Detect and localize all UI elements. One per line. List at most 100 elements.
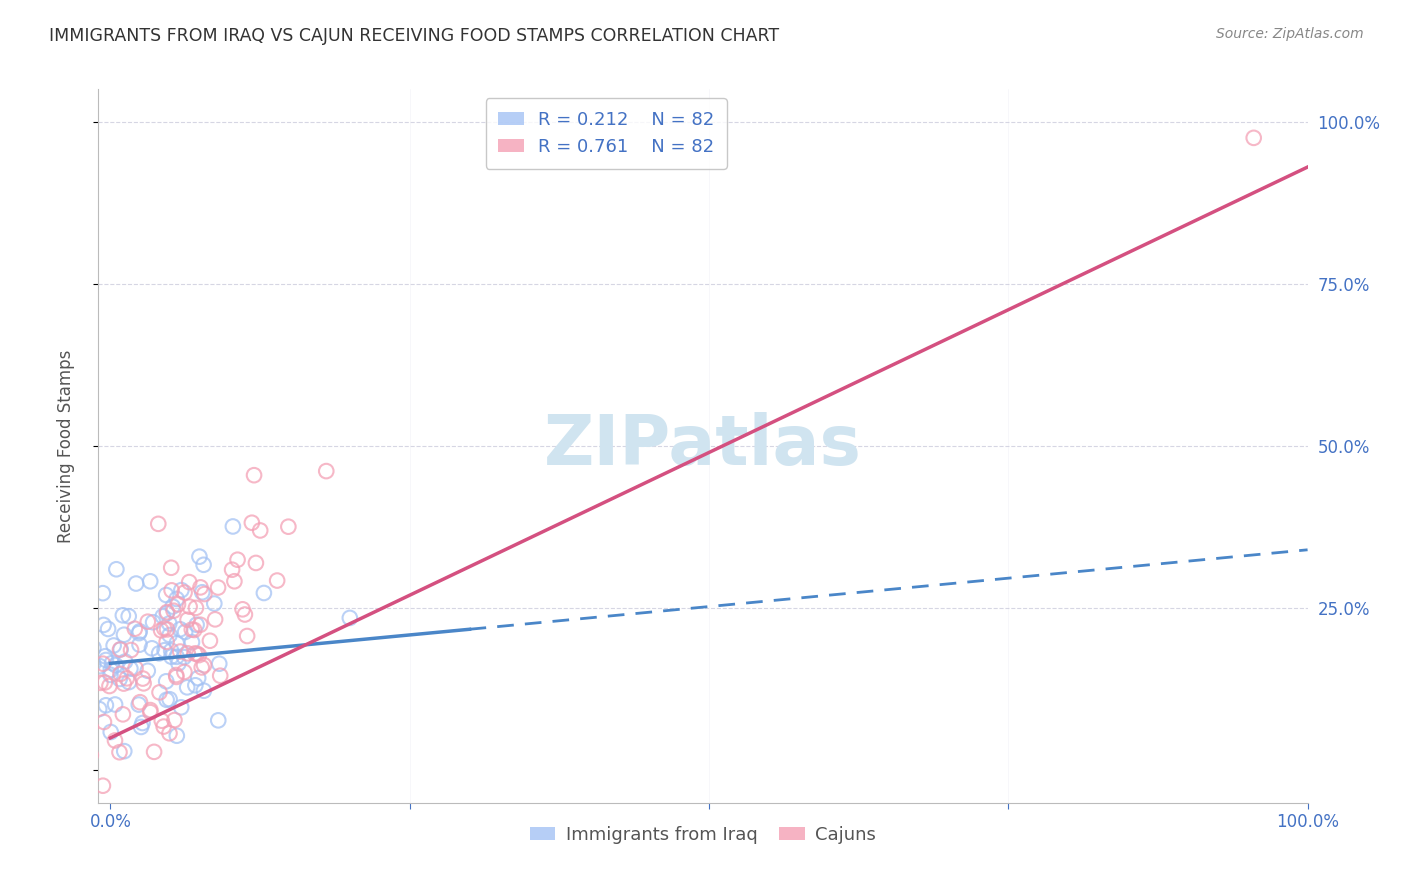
Point	[132, 672, 155, 686]
Point	[193, 558, 215, 572]
Point	[166, 729, 188, 743]
Point	[162, 604, 184, 618]
Point	[233, 607, 256, 622]
Text: IMMIGRANTS FROM IRAQ VS CAJUN RECEIVING FOOD STAMPS CORRELATION CHART: IMMIGRANTS FROM IRAQ VS CAJUN RECEIVING …	[49, 27, 779, 45]
Point	[110, 666, 132, 681]
Point	[177, 646, 200, 660]
Point	[124, 622, 146, 636]
Text: Source: ZipAtlas.com: Source: ZipAtlas.com	[1216, 27, 1364, 41]
Y-axis label: Receiving Food Stamps: Receiving Food Stamps	[56, 350, 75, 542]
Point	[91, 586, 114, 600]
Point	[118, 675, 141, 690]
Point	[80, 748, 103, 763]
Point	[209, 669, 232, 683]
Point	[108, 672, 131, 686]
Point	[165, 670, 187, 684]
Point	[184, 647, 207, 661]
Point	[174, 624, 197, 639]
Point	[94, 675, 117, 690]
Point	[104, 733, 127, 747]
Point	[173, 665, 195, 679]
Point	[66, 673, 89, 687]
Point	[159, 692, 181, 706]
Point	[187, 671, 209, 685]
Point	[249, 524, 271, 538]
Point	[191, 585, 214, 599]
Point	[93, 714, 115, 729]
Point	[222, 519, 245, 533]
Point	[167, 657, 190, 671]
Point	[97, 622, 120, 636]
Point	[124, 661, 146, 675]
Point	[179, 599, 201, 614]
Point	[226, 552, 249, 566]
Point	[253, 586, 276, 600]
Point	[221, 563, 243, 577]
Point	[162, 599, 184, 614]
Point	[128, 624, 150, 639]
Point	[155, 588, 177, 602]
Point	[207, 581, 229, 595]
Point	[89, 659, 111, 673]
Point	[150, 624, 173, 638]
Point	[163, 713, 186, 727]
Point	[167, 598, 190, 612]
Point	[94, 653, 117, 667]
Point	[173, 585, 195, 599]
Point	[89, 676, 111, 690]
Point	[224, 574, 246, 589]
Point	[82, 657, 104, 671]
Point	[100, 663, 122, 677]
Point	[139, 574, 162, 589]
Point	[120, 643, 142, 657]
Point	[32, 604, 55, 618]
Point	[112, 676, 135, 690]
Point	[245, 556, 267, 570]
Point	[150, 714, 173, 728]
Point	[180, 623, 202, 637]
Point	[166, 636, 188, 650]
Point	[176, 681, 198, 695]
Point	[157, 616, 180, 631]
Point	[112, 744, 135, 758]
Point	[207, 714, 229, 728]
Point	[277, 519, 299, 533]
Point	[79, 720, 101, 734]
Point	[166, 591, 188, 606]
Point	[170, 700, 193, 714]
Point	[315, 464, 337, 478]
Point	[188, 648, 211, 662]
Point	[1243, 131, 1265, 145]
Point	[128, 698, 150, 712]
Point	[105, 562, 128, 576]
Point	[3, 772, 25, 786]
Point	[94, 649, 117, 664]
Point	[159, 628, 181, 642]
Point	[186, 647, 208, 661]
Point	[152, 609, 174, 624]
Point	[24, 750, 46, 764]
Point	[170, 583, 193, 598]
Point	[101, 656, 124, 670]
Point	[240, 516, 263, 530]
Point	[156, 607, 179, 621]
Point	[108, 745, 131, 759]
Point	[179, 575, 201, 590]
Point	[202, 597, 225, 611]
Point	[186, 617, 208, 632]
Point	[120, 662, 142, 676]
Point	[156, 635, 179, 649]
Point	[103, 639, 125, 653]
Point	[193, 587, 215, 601]
Point	[118, 609, 141, 624]
Point	[91, 779, 114, 793]
Point	[153, 643, 176, 657]
Point	[166, 649, 188, 664]
Point	[52, 653, 75, 667]
Point	[141, 641, 163, 656]
Point	[111, 707, 134, 722]
Point	[173, 650, 195, 665]
Point	[100, 668, 122, 682]
Point	[169, 622, 191, 636]
Point	[156, 623, 179, 637]
